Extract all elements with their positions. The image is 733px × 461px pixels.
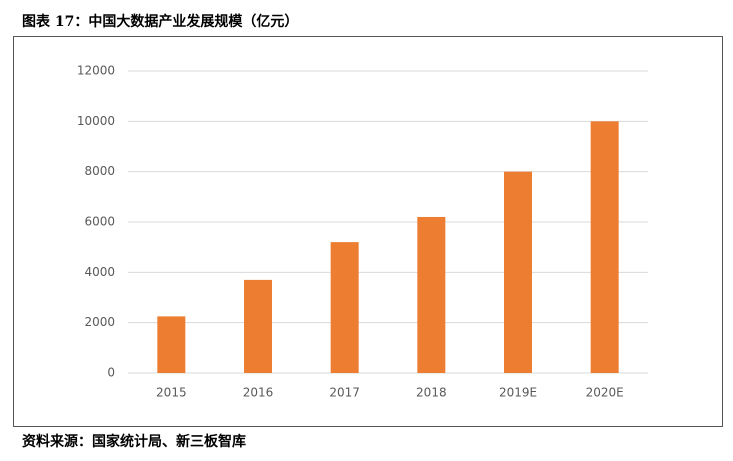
x-tick-label: 2020E	[586, 386, 624, 400]
bar	[244, 279, 272, 373]
y-tick-label: 10000	[77, 114, 115, 128]
chart-frame	[13, 36, 723, 427]
x-tick-label: 2018	[416, 386, 447, 400]
x-tick-label: 2015	[156, 386, 187, 400]
y-tick-label: 2000	[84, 315, 115, 329]
x-tick-label: 2019E	[499, 386, 537, 400]
x-tick-label: 2016	[243, 386, 274, 400]
bar	[590, 121, 619, 373]
source-note: 资料来源：国家统计局、新三板智库	[22, 433, 246, 450]
x-tick-label: 2017	[329, 386, 360, 400]
y-tick-label: 0	[107, 366, 115, 380]
bar	[157, 316, 186, 373]
y-tick-label: 12000	[77, 64, 115, 78]
chart-title: 图表 17：中国大数据产业发展规模（亿元）	[22, 13, 298, 30]
y-tick-label: 8000	[84, 164, 115, 178]
bar	[330, 242, 359, 373]
y-tick-label: 4000	[84, 265, 115, 279]
bar	[417, 216, 446, 373]
y-tick-label: 6000	[84, 215, 115, 229]
bar	[504, 171, 532, 373]
